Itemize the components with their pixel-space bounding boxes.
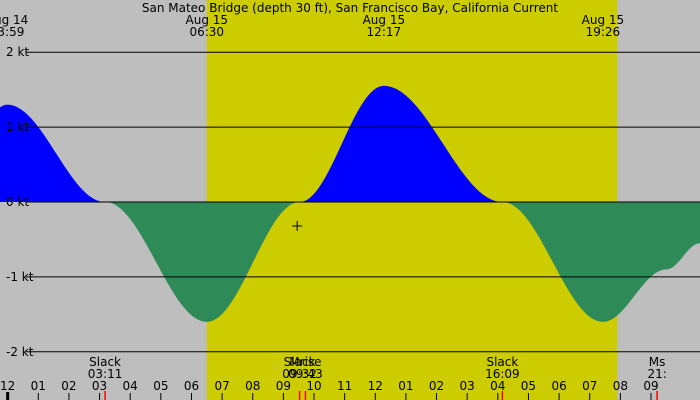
flood-current-area [0,104,105,202]
x-tick-label: 03 [92,379,107,393]
event-label: Mrise [289,355,321,369]
x-tick-label: 04 [490,379,505,393]
top-date-label: Aug 15 [186,13,229,27]
y-tick-label: 0 kt [6,195,29,209]
x-tick-label: 08 [613,379,628,393]
event-label: Slack [89,355,121,369]
y-tick-label: 1 kt [6,120,29,134]
x-tick-label: 12 [0,379,15,393]
y-tick-label: -2 kt [6,345,34,359]
event-label: Ms [649,355,666,369]
x-tick-label: 05 [521,379,536,393]
chart-title: San Mateo Bridge (depth 30 ft), San Fran… [142,1,559,15]
y-gridlines: 2 kt 1 kt 0 kt -1 kt -2 kt [6,45,700,359]
x-axis: 1112010203040506070809101112010203040506… [0,379,659,400]
top-time-label: 12:17 [367,25,402,39]
event-time: 16:09 [485,367,520,381]
event-time: 03:11 [88,367,123,381]
x-tick-label: 02 [429,379,444,393]
x-tick-label: 08 [245,379,260,393]
x-tick-label: 06 [184,379,199,393]
x-tick-label: 07 [214,379,229,393]
event-label: Slack [284,355,316,369]
y-tick-label: 2 kt [6,45,29,59]
x-tick-label: 10 [306,379,321,393]
ebb-current-area [503,202,700,322]
top-date-label: Aug 14 [0,13,28,27]
x-tick-label: 04 [123,379,138,393]
event-time: 09:32 [282,367,317,381]
x-tick-label: 06 [551,379,566,393]
top-time-label: 06:30 [189,25,224,39]
ebb-current-area [106,202,299,322]
x-tick-label: 03 [460,379,475,393]
current-areas [0,85,700,322]
top-date-label: Aug 15 [582,13,625,27]
x-tick-label: 11 [337,379,352,393]
event-label: Slack [486,355,518,369]
event-time: 09:43 [288,367,323,381]
y-tick-label: -1 kt [6,270,34,284]
flood-current-area [300,85,502,202]
event-labels: Slack03:11Slack09:32Mrise09:43Slack16:09… [88,355,667,400]
x-tick-label: 12 [368,379,383,393]
top-time-label: 19:26 [586,25,621,39]
x-tick-label: 07 [582,379,597,393]
top-time-label: 23:59 [0,25,24,39]
current-time-marker [292,220,303,231]
x-tick-label: 05 [153,379,168,393]
top-date-label: Aug 15 [363,13,406,27]
now-tick-mark [6,392,10,400]
x-tick-label: 01 [398,379,413,393]
event-time: 21: [647,367,666,381]
x-tick-label: 02 [61,379,76,393]
x-tick-label: 01 [31,379,46,393]
x-tick-label: 09 [276,379,291,393]
x-tick-label: 09 [643,379,658,393]
